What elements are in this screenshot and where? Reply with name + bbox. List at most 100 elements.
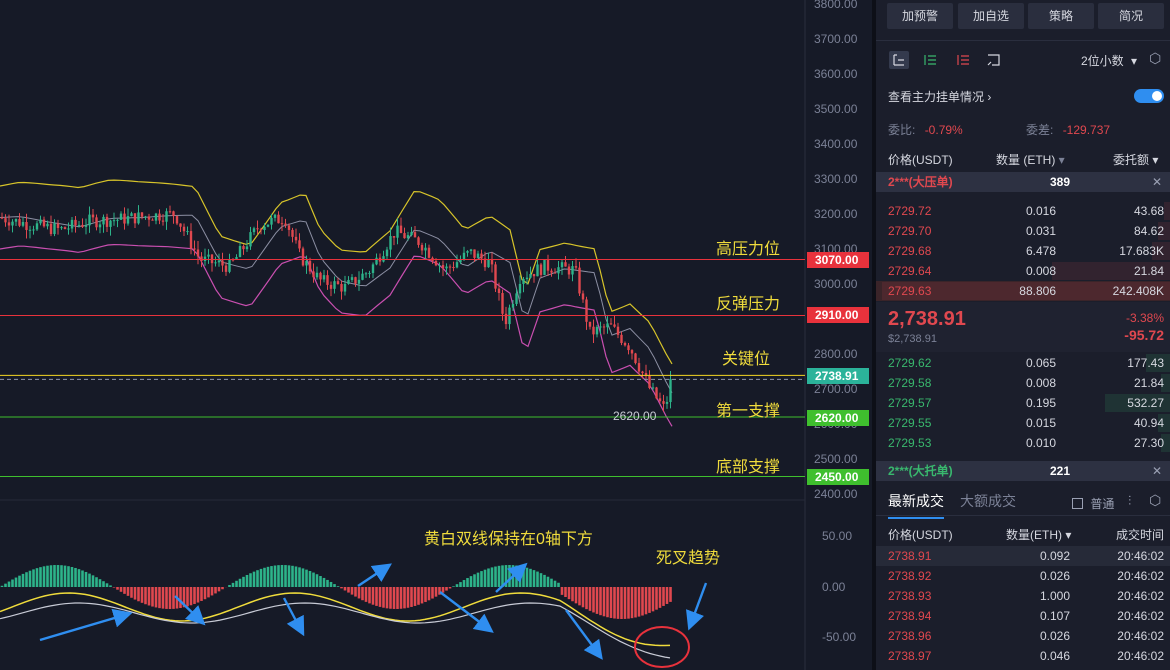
tab-latest-trades-label: 最新成交 (888, 493, 944, 509)
divider (876, 40, 1170, 41)
overview-button[interactable]: 简况 (1098, 3, 1164, 29)
candle-body (529, 274, 532, 278)
candle-body (70, 219, 74, 229)
orderbook-asks-icon[interactable] (954, 51, 974, 69)
candle-body (35, 223, 39, 230)
close-icon[interactable]: ✕ (1151, 464, 1162, 478)
checkbox[interactable] (1072, 498, 1083, 509)
macd-bar (648, 587, 651, 613)
candle-body (350, 277, 354, 280)
macd-bar (641, 587, 644, 616)
macd-bar (74, 567, 77, 587)
ask-row[interactable]: 2729.63 88.806 242.408K (876, 281, 1170, 301)
ask-qty: 0.008 (1025, 264, 1056, 278)
ask-row[interactable]: 2729.64 0.008 21.84 (876, 261, 1170, 281)
macd-bar (655, 587, 658, 610)
macd-bar (179, 587, 182, 609)
filter-icon[interactable]: ⫶ (1128, 493, 1132, 508)
candle-body (662, 401, 665, 404)
candle-body (210, 254, 214, 264)
decimals-select[interactable]: 2位小数 ▾ (1081, 52, 1137, 69)
ask-row[interactable]: 2729.70 0.031 84.62 (876, 221, 1170, 241)
col-total-header[interactable]: 委托额 ▾ (1113, 151, 1158, 168)
close-icon[interactable]: ✕ (1151, 175, 1162, 189)
bid-row[interactable]: 2729.58 0.008 21.84 (876, 373, 1170, 393)
annotation-arrow (174, 595, 206, 626)
candle-body (252, 228, 256, 233)
strategy-button[interactable]: 策略 (1028, 3, 1094, 29)
settings-icon[interactable]: ⬡ (1149, 50, 1162, 66)
orderbook-bids-icon[interactable] (921, 51, 941, 69)
annotation-arrow (439, 591, 494, 633)
trade-row[interactable]: 2738.91 0.092 20:46:02 (876, 546, 1170, 566)
big-buy-row[interactable]: 2***(大托单) 221 ✕ (876, 461, 1170, 481)
normal-filter[interactable]: 普通 (1072, 495, 1114, 512)
panel-divider[interactable] (872, 0, 876, 670)
macd-bar (651, 587, 655, 612)
candle-body (448, 266, 452, 268)
candle-body (228, 259, 231, 272)
macd-bar (214, 587, 217, 594)
macd-bar (252, 571, 256, 587)
ask-row[interactable]: 2729.68 6.478 17.683K (876, 241, 1170, 261)
macd-bar (448, 587, 452, 589)
candle-body (592, 326, 595, 335)
add-alert-button[interactable]: 加预警 (887, 3, 953, 29)
trade-row[interactable]: 2738.92 0.026 20:46:02 (876, 566, 1170, 586)
macd-axis-label: 50.00 (822, 529, 853, 543)
trade-row[interactable]: 2738.93 1.000 20:46:02 (876, 586, 1170, 606)
macd-bar (60, 565, 63, 587)
trade-col-qty-label: 数量(ETH) (1006, 528, 1062, 542)
macd-bar (277, 565, 280, 587)
tab-latest-trades[interactable]: 最新成交 (888, 491, 944, 519)
level-tag-3070: 3070.00 (807, 252, 869, 268)
candle-body (161, 220, 165, 222)
depth-bar (1105, 394, 1170, 412)
macd-bar (11, 579, 14, 587)
macd-bar (588, 587, 592, 611)
candle-body (91, 214, 95, 218)
candlestick-chart[interactable] (0, 0, 872, 670)
bid-row[interactable]: 2729.53 0.010 27.30 (876, 433, 1170, 453)
bollinger-middle (0, 214, 673, 394)
chart-area[interactable]: 3800.00 3700.00 3600.00 3500.00 3400.00 3300.… (0, 0, 872, 670)
ask-total: 242.408K (1112, 284, 1164, 298)
orderbook-both-icon[interactable] (889, 51, 909, 69)
orderbook-depth-icon[interactable] (984, 51, 1004, 69)
trade-row[interactable]: 2738.97 0.046 20:46:02 (876, 646, 1170, 666)
settings-icon[interactable]: ⬡ (1149, 492, 1162, 508)
candle-body (434, 260, 438, 266)
candle-body (634, 353, 637, 364)
candle-body (133, 213, 137, 224)
macd-bar (658, 587, 662, 608)
main-orders-link[interactable]: 查看主力挂单情况 › (888, 88, 991, 105)
big-sell-row[interactable]: 2***(大压单) 389 ✕ (876, 172, 1170, 192)
macd-bar (392, 587, 396, 609)
candle-body (56, 223, 60, 228)
add-watchlist-button[interactable]: 加自选 (958, 3, 1024, 29)
macd-bar (249, 573, 252, 587)
bid-row[interactable]: 2729.55 0.015 40.94 (876, 413, 1170, 433)
trade-row[interactable]: 2738.96 0.026 20:46:02 (876, 626, 1170, 646)
candle-body (28, 229, 32, 231)
macd-bar (483, 569, 487, 587)
macd-bar (158, 587, 161, 609)
macd-bar (312, 572, 315, 587)
trade-col-qty-header[interactable]: 数量(ETH) ▾ (1006, 526, 1071, 543)
candle-body (620, 334, 623, 343)
tab-large-trades[interactable]: 大额成交 (960, 493, 1016, 509)
candle-body (490, 259, 494, 265)
trade-price: 2738.91 (888, 549, 932, 563)
candle-body (452, 266, 455, 268)
col-qty-header[interactable]: 数量 (ETH) ▾ (996, 151, 1065, 168)
candle-body (602, 326, 606, 328)
ask-row[interactable]: 2729.72 0.016 43.68 (876, 201, 1170, 221)
candle-body (494, 264, 497, 289)
trade-row[interactable]: 2738.94 0.107 20:46:02 (876, 606, 1170, 626)
bid-row[interactable]: 2729.57 0.195 532.27 (876, 393, 1170, 413)
bid-row[interactable]: 2729.62 0.065 177.43 (876, 353, 1170, 373)
level-tag-2620: 2620.00 (807, 410, 869, 426)
macd-bar (14, 577, 18, 587)
macd-bar (585, 587, 588, 610)
main-orders-toggle[interactable] (1134, 89, 1164, 103)
